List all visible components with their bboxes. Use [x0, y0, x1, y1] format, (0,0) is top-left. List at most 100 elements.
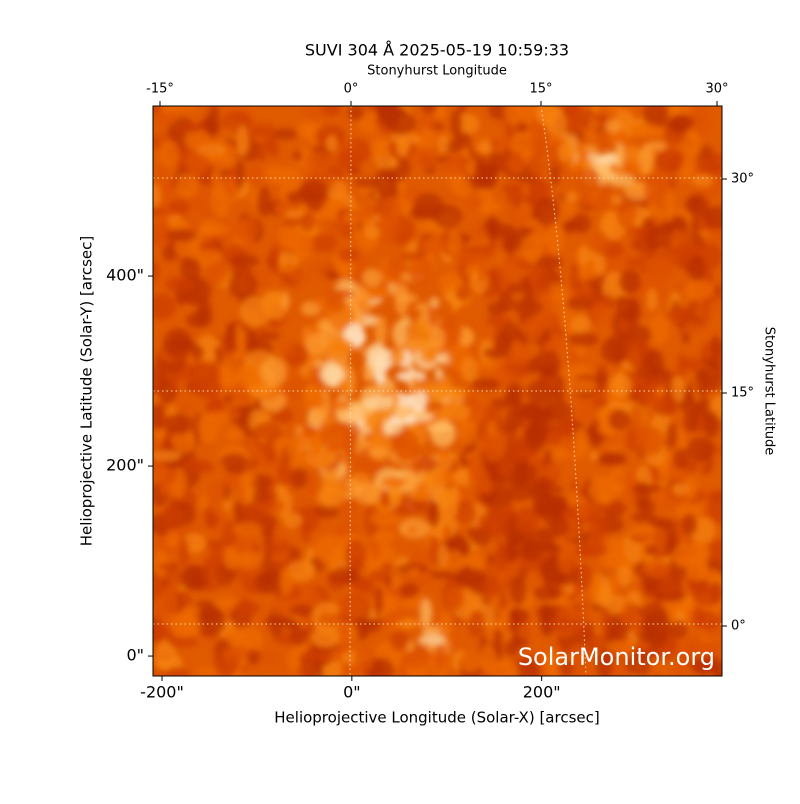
texture-blob — [233, 501, 244, 517]
texture-blob — [418, 456, 438, 473]
y-axis-label: Helioprojective Latitude (Solar-Y) [arcs… — [78, 236, 96, 546]
texture-blob — [678, 158, 695, 182]
texture-blob — [265, 165, 286, 183]
texture-blob — [421, 106, 438, 114]
texture-blob — [538, 291, 552, 317]
texture-blob — [379, 195, 402, 228]
texture-blob — [672, 483, 691, 496]
texture-blob — [641, 611, 672, 644]
texture-blob — [485, 315, 513, 326]
texture-blob — [609, 373, 633, 397]
texture-blob — [389, 157, 399, 168]
texture-blob — [351, 254, 368, 280]
texture-blob — [176, 173, 198, 198]
texture-blob — [504, 252, 519, 273]
texture-blob — [682, 356, 700, 371]
texture-blob — [671, 375, 686, 404]
texture-blob — [600, 455, 623, 464]
texture-blob — [371, 540, 380, 561]
texture-blob — [238, 269, 249, 293]
texture-blob — [592, 114, 608, 123]
texture-blob — [307, 471, 318, 494]
texture-blob — [409, 147, 438, 170]
texture-blob — [167, 636, 198, 648]
texture-blob — [390, 390, 399, 412]
texture-blob — [265, 538, 291, 556]
texture-blob — [417, 635, 446, 646]
texture-blob — [211, 167, 221, 196]
texture-blob — [459, 419, 477, 445]
right-tick-label: 15° — [731, 386, 754, 401]
texture-blob — [394, 293, 419, 303]
texture-blob — [337, 148, 362, 170]
texture-blob — [644, 173, 653, 205]
texture-blob — [260, 648, 279, 667]
texture-blob — [347, 106, 365, 121]
texture-blob — [268, 318, 283, 329]
texture-blob — [236, 124, 249, 157]
texture-blob — [180, 254, 201, 283]
texture-blob — [692, 174, 714, 187]
texture-blob — [577, 398, 596, 424]
texture-blob — [242, 500, 269, 524]
texture-blob — [208, 106, 220, 133]
texture-blob — [437, 448, 450, 477]
texture-blob — [230, 254, 260, 268]
texture-blob — [311, 407, 323, 422]
texture-blob — [153, 218, 173, 247]
texture-blob — [277, 460, 292, 485]
texture-blob — [507, 154, 526, 175]
texture-blob — [446, 313, 457, 329]
texture-blob — [372, 530, 396, 543]
texture-blob — [568, 332, 599, 347]
texture-blob — [566, 379, 598, 393]
texture-blob — [364, 224, 380, 240]
texture-blob — [292, 150, 303, 162]
texture-blob — [314, 297, 330, 308]
texture-blob — [687, 255, 706, 282]
right-tick-label: 30° — [731, 172, 754, 187]
texture-blob — [419, 598, 433, 627]
texture-blob — [426, 422, 455, 433]
texture-blob — [569, 315, 592, 334]
texture-blob — [236, 551, 264, 569]
texture-blob — [277, 225, 306, 251]
texture-blob — [221, 521, 238, 546]
texture-blob — [280, 568, 293, 597]
texture-blob — [691, 641, 722, 656]
texture-blob — [499, 322, 521, 343]
texture-blob — [681, 133, 702, 159]
texture-blob — [272, 128, 298, 140]
texture-blob — [638, 498, 656, 516]
texture-blob — [557, 552, 575, 574]
texture-blob — [631, 512, 657, 523]
texture-blob — [283, 512, 303, 529]
texture-blob — [396, 136, 409, 158]
texture-blob — [286, 560, 316, 582]
texture-blob — [330, 567, 360, 583]
texture-blob — [206, 410, 231, 425]
texture-blob — [374, 315, 387, 346]
texture-blob — [615, 295, 627, 308]
texture-blob — [521, 316, 544, 342]
texture-blob — [552, 516, 570, 537]
texture-blob — [369, 511, 400, 526]
texture-blob — [365, 342, 389, 374]
texture-blob — [330, 399, 352, 411]
texture-blob — [263, 444, 277, 464]
texture-blob — [629, 404, 644, 435]
texture-blob — [307, 264, 334, 275]
texture-blob — [165, 277, 196, 293]
texture-blob — [429, 533, 440, 566]
texture-blob — [368, 570, 390, 584]
texture-blob — [389, 345, 405, 367]
texture-blob — [407, 526, 417, 536]
texture-blob — [630, 123, 663, 138]
top-tick-label: -15° — [146, 82, 174, 97]
texture-blob — [646, 288, 658, 311]
texture-blob — [257, 186, 272, 217]
texture-blob — [666, 155, 683, 172]
texture-blob — [325, 134, 338, 152]
texture-blob — [199, 495, 209, 511]
texture-blob — [641, 559, 670, 579]
